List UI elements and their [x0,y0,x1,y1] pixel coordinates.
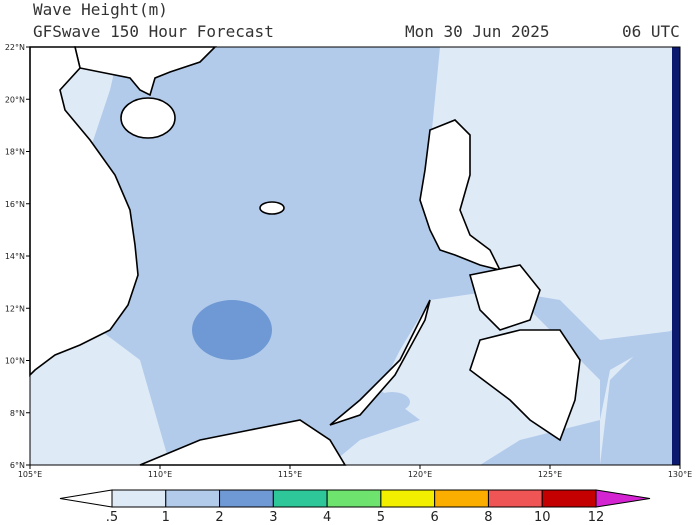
colorbar-box [165,489,221,508]
lat-label: 10°N [5,357,25,366]
land [469,329,581,442]
lon-label: 130°E [668,470,692,479]
calm-sea [330,47,680,465]
lat-label: 18°N [5,148,25,157]
lon-label: 125°E [538,470,562,479]
colorbar-box [487,489,543,508]
lat-label: 6°N [10,461,25,470]
subtitle: GFSwave 150 Hour Forecast [33,22,274,41]
land [29,46,139,377]
colorbar-box [111,489,167,508]
colorbar-label: 4 [323,510,331,525]
colorbar-label: 6 [431,510,439,525]
lon-label: 115°E [278,470,302,479]
colorbar-label: 3 [269,510,277,525]
land [329,299,431,426]
colorbar-label: 2 [215,510,223,525]
land [73,46,217,97]
colorbar-label: 12 [588,510,605,525]
sea [374,392,410,412]
map-area [29,46,681,466]
lat-label: 8°N [10,409,25,418]
colorbar-label: 10 [534,510,551,525]
lon-label: 120°E [408,470,432,479]
colorbar-label: 1 [162,510,170,525]
lat-label: 12°N [5,304,25,313]
island [259,201,285,215]
colorbar-box [219,489,274,508]
colorbar-box [434,489,489,508]
lon-label: 110°E [148,470,172,479]
colorbar-label: .5 [106,510,118,525]
time: 06 UTC [622,22,680,41]
sea [600,330,672,465]
date: Mon 30 Jun 2025 [405,22,550,41]
lat-label: 16°N [5,200,25,209]
colorbar-label: 8 [484,510,492,525]
colorbar-label: 5 [377,510,385,525]
lat-label: 20°N [5,95,25,104]
high-wave-patch [192,300,272,360]
colorbar-end [59,489,113,508]
lon-label: 105°E [18,470,42,479]
edge-band [672,47,680,465]
colorbar-end [595,489,651,508]
lat-label: 22°N [5,43,25,52]
lat-label: 14°N [5,252,25,261]
colorbar-box [541,489,597,508]
land [468,264,541,331]
title: Wave Height(m) [33,0,168,19]
colorbar-box [380,489,436,508]
colorbar-box [326,489,382,508]
island [120,97,176,139]
colorbar-box [272,489,328,508]
